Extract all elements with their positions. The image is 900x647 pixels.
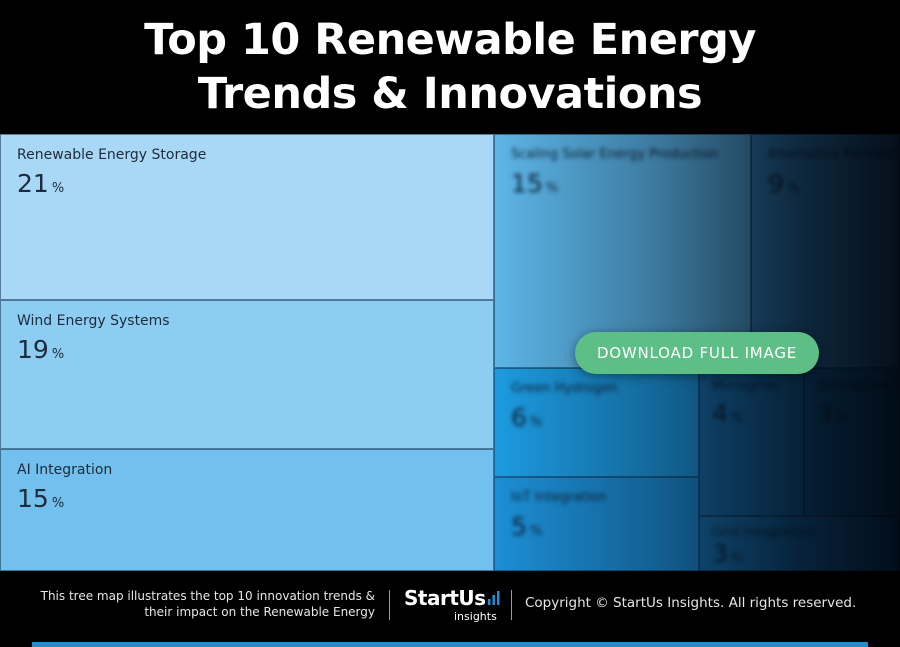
treemap-tile-ai-integration: AI Integration 15% xyxy=(0,449,494,571)
footer: This tree map illustrates the top 10 inn… xyxy=(0,571,900,647)
tile-label: Green Hydrogen xyxy=(511,381,618,396)
tile-label: AI Integration xyxy=(17,462,113,478)
tile-label: Renewable Energy Storage xyxy=(17,147,207,163)
treemap-tile-green-hydrogen: Green Hydrogen 6% xyxy=(494,368,699,477)
tile-value: 21% xyxy=(17,169,64,198)
tile-label: Scaling Solar Energy Production xyxy=(511,147,719,162)
treemap-tile-grid-integration: Grid Integration 3% xyxy=(699,516,900,571)
footer-divider-left xyxy=(389,590,390,620)
tile-value: 9% xyxy=(768,169,799,198)
tile-value-number: 6 xyxy=(511,403,527,432)
footer-divider-right xyxy=(511,590,512,620)
treemap-tile-distributed-energy-generation: Distributed Energy Generation 3% xyxy=(804,368,900,516)
treemap-tile-renewable-energy-storage: Renewable Energy Storage 21% xyxy=(0,134,494,300)
footer-description-line-1: This tree map illustrates the top 10 inn… xyxy=(40,589,375,603)
tile-label: Wind Energy Systems xyxy=(17,313,170,329)
tile-value: 6% xyxy=(511,403,542,432)
tile-value: 15% xyxy=(17,484,64,513)
tile-value-number: 19 xyxy=(17,335,49,364)
tile-value: 19% xyxy=(17,335,64,364)
page-title: Top 10 Renewable Energy Trends & Innovat… xyxy=(0,0,900,134)
tile-value: 5% xyxy=(511,512,542,541)
tile-value-number: 9 xyxy=(768,169,784,198)
tile-value-unit: % xyxy=(835,411,849,426)
tile-value-unit: % xyxy=(786,181,800,196)
tile-value-number: 15 xyxy=(511,169,543,198)
download-full-image-button[interactable]: DOWNLOAD FULL IMAGE xyxy=(575,332,819,374)
tile-value-number: 21 xyxy=(17,169,49,198)
startus-insights-logo[interactable]: StartUs insights xyxy=(404,586,504,626)
tile-value-unit: % xyxy=(51,496,65,511)
tile-label: Grid Integration xyxy=(712,525,816,540)
tile-value-unit: % xyxy=(545,181,559,196)
footer-description: This tree map illustrates the top 10 inn… xyxy=(20,588,375,620)
logo-sub-text: insights xyxy=(454,610,497,623)
tile-value: 3% xyxy=(817,399,848,428)
tile-value-unit: % xyxy=(730,411,744,426)
bottom-accent-bar xyxy=(32,642,868,647)
treemap-tile-wind-energy-systems: Wind Energy Systems 19% xyxy=(0,300,494,449)
tile-value-unit: % xyxy=(529,415,543,430)
treemap-chart: Renewable Energy Storage 21% Wind Energy S… xyxy=(0,134,900,571)
tile-value: 15% xyxy=(511,169,558,198)
tile-label: Alternative Renewable Sources xyxy=(768,147,899,162)
tile-value-unit: % xyxy=(730,551,744,566)
tile-value-number: 15 xyxy=(17,484,49,513)
title-line-2: Trends & Innovations xyxy=(197,69,703,119)
tile-label: Distributed Energy Generation xyxy=(817,379,899,394)
tile-value: 4% xyxy=(712,399,743,428)
copyright-text: Copyright © StartUs Insights. All rights… xyxy=(525,595,857,611)
logo-main-text: StartUs xyxy=(404,586,486,610)
treemap-tile-iot-integration: IoT Integration 5% xyxy=(494,477,699,571)
footer-description-line-2: their impact on the Renewable Energy xyxy=(144,605,375,619)
title-line-1: Top 10 Renewable Energy xyxy=(144,15,756,65)
tile-label: Microgrids xyxy=(712,379,780,394)
tile-value-unit: % xyxy=(529,524,543,539)
tile-value-number: 5 xyxy=(511,512,527,541)
tile-value-unit: % xyxy=(51,347,65,362)
tile-label: IoT Integration xyxy=(511,490,607,505)
tile-value-number: 3 xyxy=(817,399,833,428)
tile-value-number: 3 xyxy=(712,539,728,568)
bar-chart-icon xyxy=(488,591,500,605)
tile-value-number: 4 xyxy=(712,399,728,428)
tile-value-unit: % xyxy=(51,181,65,196)
tile-value: 3% xyxy=(712,539,743,568)
treemap-tile-microgrids: Microgrids 4% xyxy=(699,368,804,516)
